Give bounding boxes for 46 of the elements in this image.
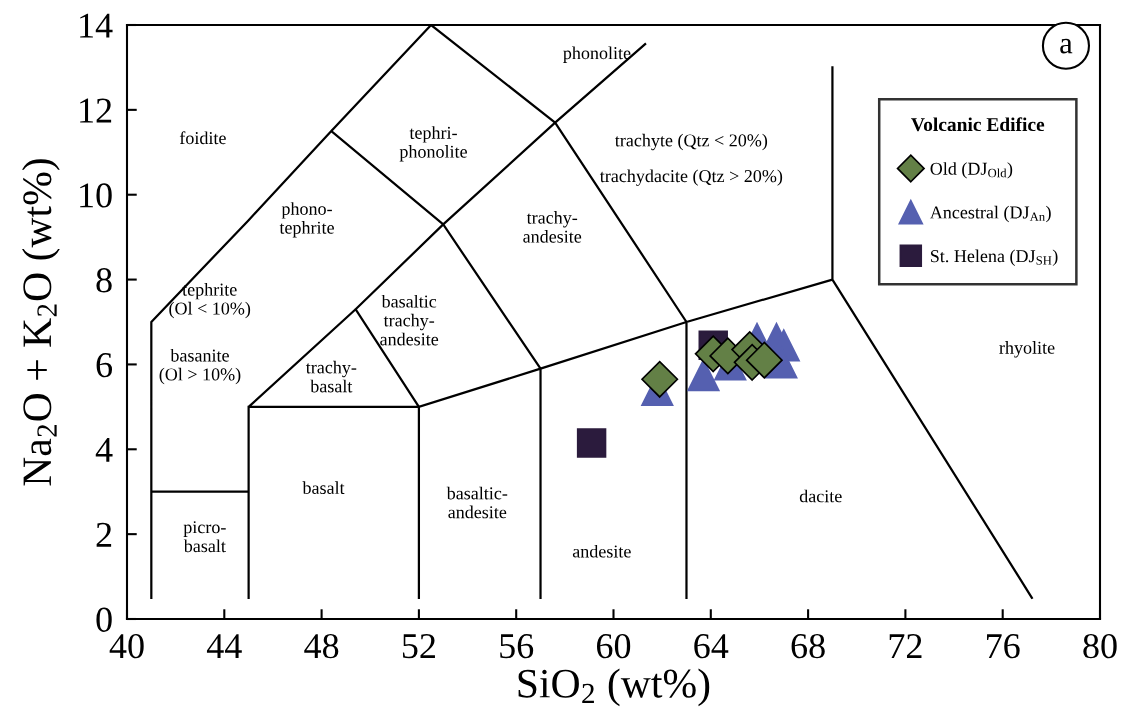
annotation: trachy- andesite <box>523 211 582 243</box>
y-tick-label: 10 <box>80 183 112 208</box>
y-tick-label: 14 <box>80 13 113 38</box>
x-tick-label: 76 <box>987 634 1020 659</box>
annotation: a <box>1060 38 1073 54</box>
annotation: rhyolite <box>999 341 1055 358</box>
annotation: phono- tephrite <box>279 202 334 238</box>
x-axis-title: SiO$_{2}$ (wt%) <box>518 668 710 707</box>
x-tick-label: 48 <box>304 633 339 659</box>
annotation: basaltic trachy- andesite <box>380 294 439 346</box>
annotation: trachyte (Qtz < 20%) <box>614 133 768 151</box>
annotation: tephrite (Ol < 10%) <box>169 282 251 319</box>
x-tick-label: 60 <box>597 633 631 659</box>
annotation: basaltic- andesite <box>446 486 508 519</box>
legend-label: Old (DJ$_{Old}$) <box>930 162 1013 179</box>
y-tick-label: 6 <box>96 353 113 378</box>
annotation: andesite <box>572 544 631 558</box>
x-tick-label: 68 <box>791 633 825 659</box>
y-tick-label: 8 <box>96 268 112 293</box>
y-tick-label: 12 <box>80 98 112 123</box>
annotation: phonolite <box>563 46 631 63</box>
x-tick-label: 40 <box>109 633 144 659</box>
point <box>641 360 679 398</box>
legend-title: Volcanic Edifice <box>911 117 1045 132</box>
x-tick-label: 80 <box>1083 633 1117 659</box>
legend-label: St. Helena (DJ$_{SH}$) <box>930 249 1058 266</box>
annotation: trachy- basalt <box>305 360 357 393</box>
annotation: basalt <box>302 481 345 495</box>
x-tick-label: 56 <box>500 634 534 659</box>
annotation: trachydacite (Qtz > 20%) <box>599 169 783 186</box>
legend-label: Ancestral (DJ$_{An}$) <box>929 205 1051 223</box>
point <box>576 428 607 458</box>
annotation: dacite <box>799 489 842 503</box>
annotation: foidite <box>179 131 226 145</box>
y-tick-label: 4 <box>95 438 113 462</box>
x-tick-label: 64 <box>694 634 729 659</box>
point <box>745 341 783 379</box>
y-tick-label: 0 <box>96 607 112 632</box>
x-tick-label: 52 <box>402 634 435 659</box>
annotation: tephri- phonolite <box>399 126 467 162</box>
annotation: basanite (Ol > 10%) <box>159 348 241 385</box>
x-tick-label: 44 <box>206 634 242 658</box>
y-axis-title: Na$_{2}$O + K$_{2}$O (wt%) <box>22 159 60 486</box>
x-tick-label: 72 <box>889 634 922 658</box>
y-tick-label: 2 <box>96 522 112 547</box>
annotation: picro- basalt <box>183 521 226 553</box>
